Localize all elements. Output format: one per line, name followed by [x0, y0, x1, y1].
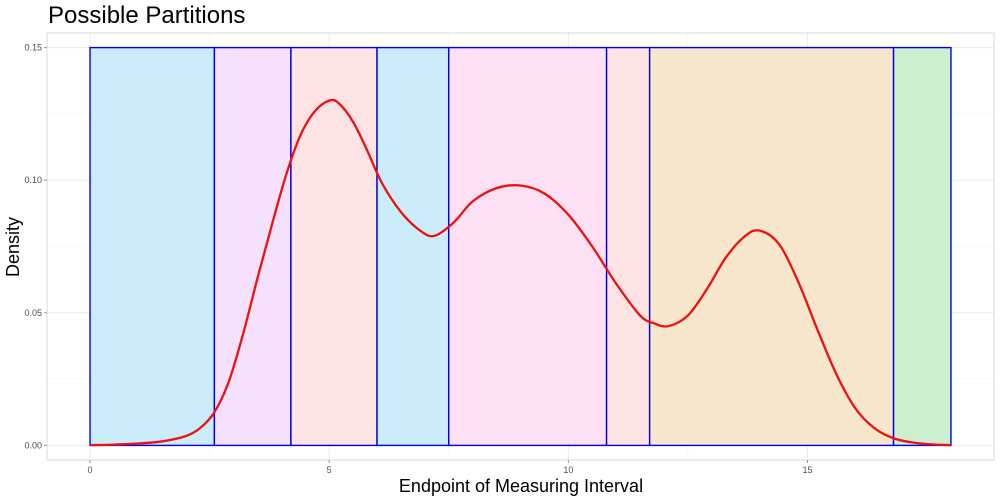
y-axis: 0.00 0.05 0.10 0.15: [24, 43, 47, 450]
partition-rect-5: [448, 46, 608, 447]
x-tick-label: 0: [88, 465, 93, 475]
y-axis-title: Density: [3, 217, 23, 277]
x-tick-label: 15: [802, 465, 812, 475]
partition-rectangles: [89, 46, 952, 447]
partition-rect-1: [89, 46, 216, 447]
y-tick-label: 0.05: [24, 308, 42, 318]
partition-rect-3: [290, 46, 378, 447]
density-series: [90, 98, 952, 447]
partition-rect-6: [605, 46, 651, 447]
chart-title: Possible Partitions: [48, 2, 245, 29]
partition-rect-8: [892, 46, 952, 447]
y-tick-label: 0.10: [24, 175, 42, 185]
plot-panel-border: [46, 32, 995, 461]
density-curve-1: [90, 98, 952, 447]
partition-rect-2: [213, 46, 292, 447]
x-tick-label: 5: [327, 465, 332, 475]
x-axis: 0 5 10 15: [88, 460, 812, 475]
partition-rect-4: [376, 46, 450, 447]
partition-rect-7: [648, 46, 895, 447]
y-tick-label: 0.00: [24, 440, 42, 450]
x-tick-label: 10: [563, 465, 573, 475]
x-axis-title: Endpoint of Measuring Interval: [399, 476, 643, 496]
y-tick-label: 0.15: [24, 43, 42, 53]
